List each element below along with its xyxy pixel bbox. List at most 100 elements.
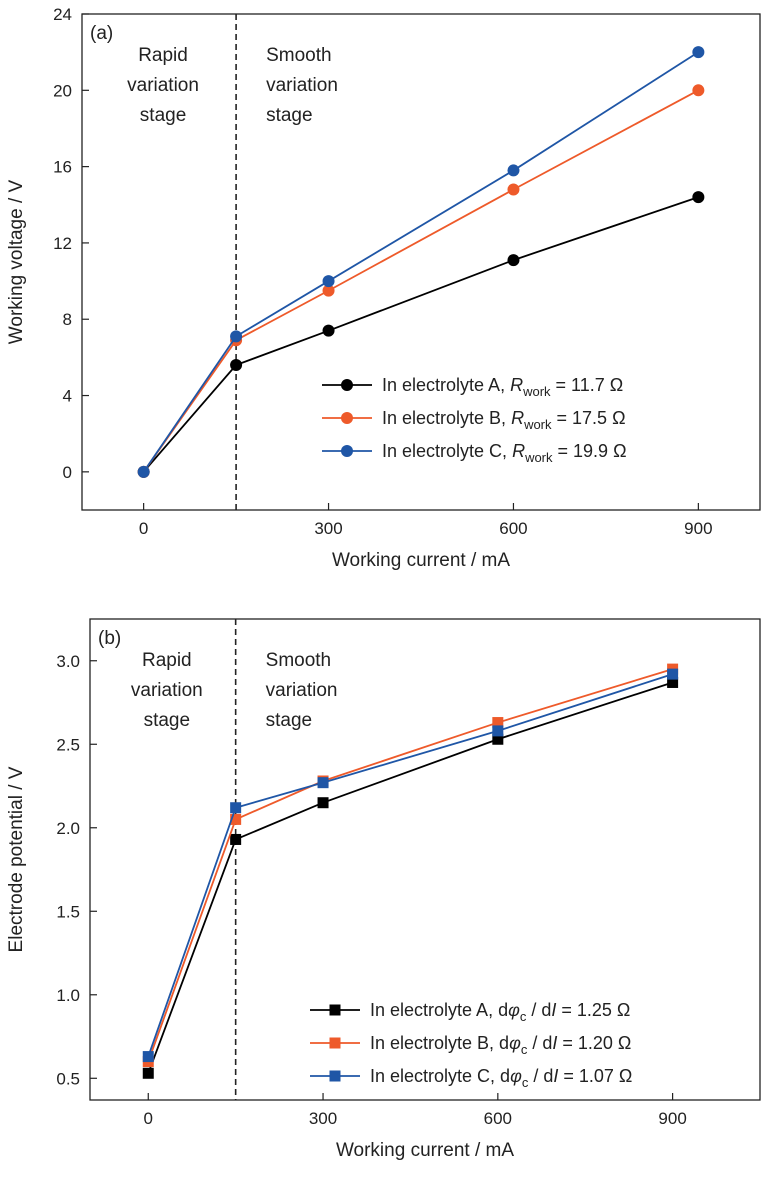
panel-b: 0 300 600 900 0.5 1.0 1.5 2.0 2.5 3.0 Working curr… [6, 618, 761, 1161]
legend-text-part: In electrolyte B, [382, 408, 511, 428]
y-tick-label: 2.5 [56, 735, 80, 754]
rapid-stage-label: stage [144, 710, 190, 731]
data-point [322, 284, 335, 297]
legend-marker [341, 379, 353, 391]
smooth-stage-label: Smooth [266, 650, 331, 671]
legend-text-part: I [553, 1066, 558, 1086]
data-point [137, 465, 150, 478]
legend-label: In electrolyte B, dφc / dI = 1.20 Ω [370, 1033, 631, 1057]
legend-marker [329, 1070, 341, 1082]
legend-text-part: R [512, 441, 525, 461]
legend-text-part: = 1.25 Ω [556, 1000, 630, 1020]
series-c [137, 46, 705, 478]
legend-label: In electrolyte C, Rwork = 19.9 Ω [382, 441, 627, 465]
y-tick-label: 16 [53, 158, 72, 177]
legend-text-part: R [510, 375, 523, 395]
y-tick-label: 4 [63, 387, 72, 406]
data-point [667, 668, 679, 680]
legend-marker [329, 1004, 341, 1016]
legend-text-part: φ [508, 1000, 520, 1020]
legend-text-part: = 11.7 Ω [551, 375, 624, 395]
series-a [137, 191, 705, 478]
rapid-stage-label: Rapid [138, 45, 188, 66]
legend-text-part: = 17.5 Ω [552, 408, 626, 428]
legend-marker [329, 1037, 341, 1049]
x-axis-title: Working current / mA [336, 1140, 514, 1161]
x-tick-label: 0 [139, 519, 148, 538]
data-point [230, 813, 242, 825]
plot-frame [81, 13, 761, 511]
series-a [142, 676, 679, 1079]
data-point [317, 777, 329, 789]
legend-text-part: I [551, 1000, 556, 1020]
data-point [322, 324, 335, 337]
legend-item: In electrolyte A, dφc / dI = 1.25 Ω [310, 1000, 630, 1024]
smooth-stage-label: stage [266, 710, 312, 731]
x-tick-label: 900 [684, 519, 712, 538]
legend-label: In electrolyte B, Rwork = 17.5 Ω [382, 408, 626, 432]
legend-text-part: φ [509, 1033, 521, 1053]
legend-text-part: In electrolyte A, d [370, 1000, 508, 1020]
legend-text-part: I [552, 1033, 557, 1053]
data-point [230, 330, 243, 343]
legend-item: In electrolyte A, Rwork = 11.7 Ω [322, 375, 623, 399]
data-point [492, 725, 504, 737]
x-tick-label: 300 [309, 1109, 337, 1128]
y-tick-label: 0 [63, 463, 72, 482]
legend-label: In electrolyte C, dφc / dI = 1.07 Ω [370, 1066, 632, 1090]
y-tick-label: 0.5 [56, 1069, 80, 1088]
data-point [507, 164, 520, 177]
x-axis-title: Working current / mA [332, 550, 510, 571]
panel-label: (b) [98, 628, 121, 649]
legend-text-part: / d [528, 1066, 553, 1086]
data-point [692, 84, 705, 97]
data-point [230, 833, 242, 845]
legend-text-part: In electrolyte C, [382, 441, 512, 461]
legend-label: In electrolyte A, Rwork = 11.7 Ω [382, 375, 623, 399]
smooth-stage-label: variation [266, 75, 338, 96]
data-point [142, 1067, 154, 1079]
y-tick-label: 8 [63, 310, 72, 329]
legend-text-part: c [522, 1075, 529, 1090]
legend-text-part: c [521, 1042, 528, 1057]
rapid-stage-label: stage [140, 105, 186, 126]
legend-marker [341, 412, 353, 424]
legend-text-part: = 1.07 Ω [558, 1066, 632, 1086]
legend-text-part: φ [510, 1066, 522, 1086]
x-tick-label: 300 [314, 519, 342, 538]
series-line [142, 196, 699, 473]
smooth-stage-label: Smooth [266, 45, 331, 66]
legend-item: In electrolyte B, dφc / dI = 1.20 Ω [310, 1033, 631, 1057]
x-tick-label: 600 [499, 519, 527, 538]
panel-label: (a) [90, 23, 113, 44]
x-tick-label: 0 [144, 1109, 153, 1128]
plot-frame [89, 618, 761, 1101]
x-tick-label: 600 [484, 1109, 512, 1128]
y-axis-title: Electrode potential / V [6, 766, 27, 952]
y-tick-label: 2.0 [56, 819, 80, 838]
data-point [317, 797, 329, 809]
data-point [692, 46, 705, 59]
data-point [230, 802, 242, 814]
series-c [142, 668, 679, 1063]
smooth-stage-label: stage [266, 105, 312, 126]
legend-text-part: R [511, 408, 524, 428]
legend-text-part: / d [527, 1033, 552, 1053]
legend-text-part: work [524, 450, 553, 465]
legend-text-part: / d [526, 1000, 551, 1020]
legend-text-part: In electrolyte B, d [370, 1033, 509, 1053]
legend-item: In electrolyte C, dφc / dI = 1.07 Ω [310, 1066, 632, 1090]
rapid-stage-label: Rapid [142, 650, 192, 671]
x-tick-label: 900 [658, 1109, 686, 1128]
data-point [492, 717, 504, 729]
legend-item: In electrolyte C, Rwork = 19.9 Ω [322, 441, 627, 465]
legend-text-part: = 19.9 Ω [553, 441, 627, 461]
legend-item: In electrolyte B, Rwork = 17.5 Ω [322, 408, 626, 432]
legend-text-part: In electrolyte A, [382, 375, 510, 395]
y-tick-label: 20 [53, 81, 72, 100]
legend-text-part: work [523, 417, 552, 432]
rapid-stage-label: variation [127, 75, 199, 96]
legend-text-part: In electrolyte C, d [370, 1066, 510, 1086]
data-point [492, 733, 504, 745]
